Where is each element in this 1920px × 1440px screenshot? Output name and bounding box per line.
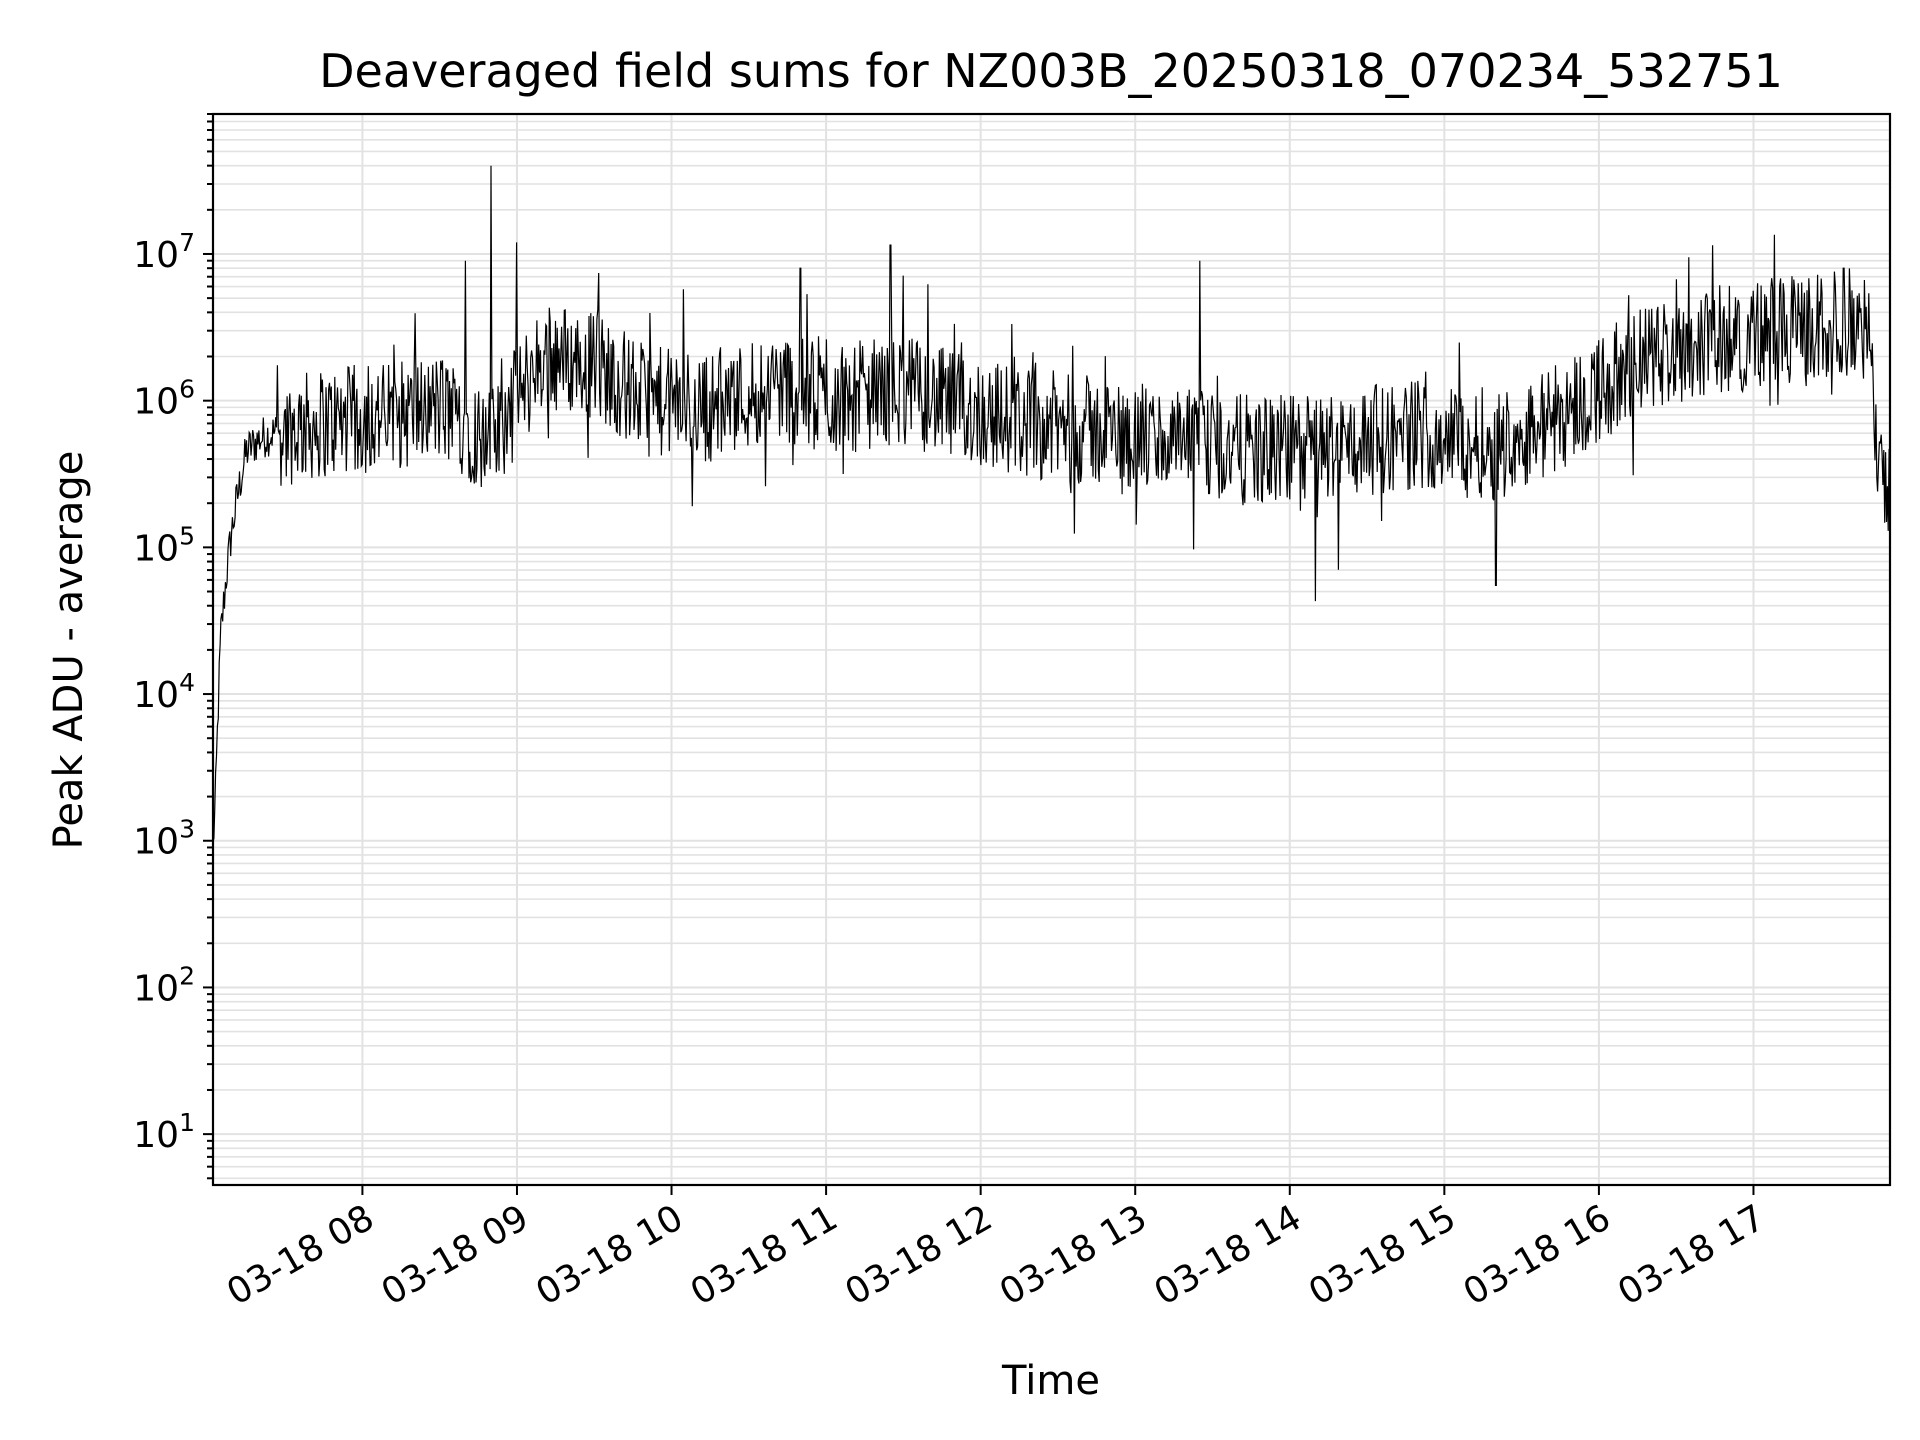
y-tick-label: 104 <box>133 668 195 716</box>
y-tick-label: 107 <box>133 228 195 276</box>
y-tick-label: 102 <box>133 961 195 1009</box>
x-axis-label: Time <box>1001 1358 1100 1404</box>
y-tick-label: 103 <box>133 815 195 863</box>
chart-title: Deaveraged field sums for NZ003B_2025031… <box>319 44 1783 98</box>
grid <box>213 113 1890 1185</box>
plot-area <box>212 165 1891 841</box>
series-line <box>212 165 1891 841</box>
y-tick-label: 106 <box>133 375 195 423</box>
y-tick-label: 105 <box>133 521 195 569</box>
y-axis-label: Peak ADU - average <box>46 451 92 850</box>
y-axis: 101 102 103 104 105 106 107 <box>133 113 213 1180</box>
y-tick-label: 101 <box>133 1108 195 1156</box>
